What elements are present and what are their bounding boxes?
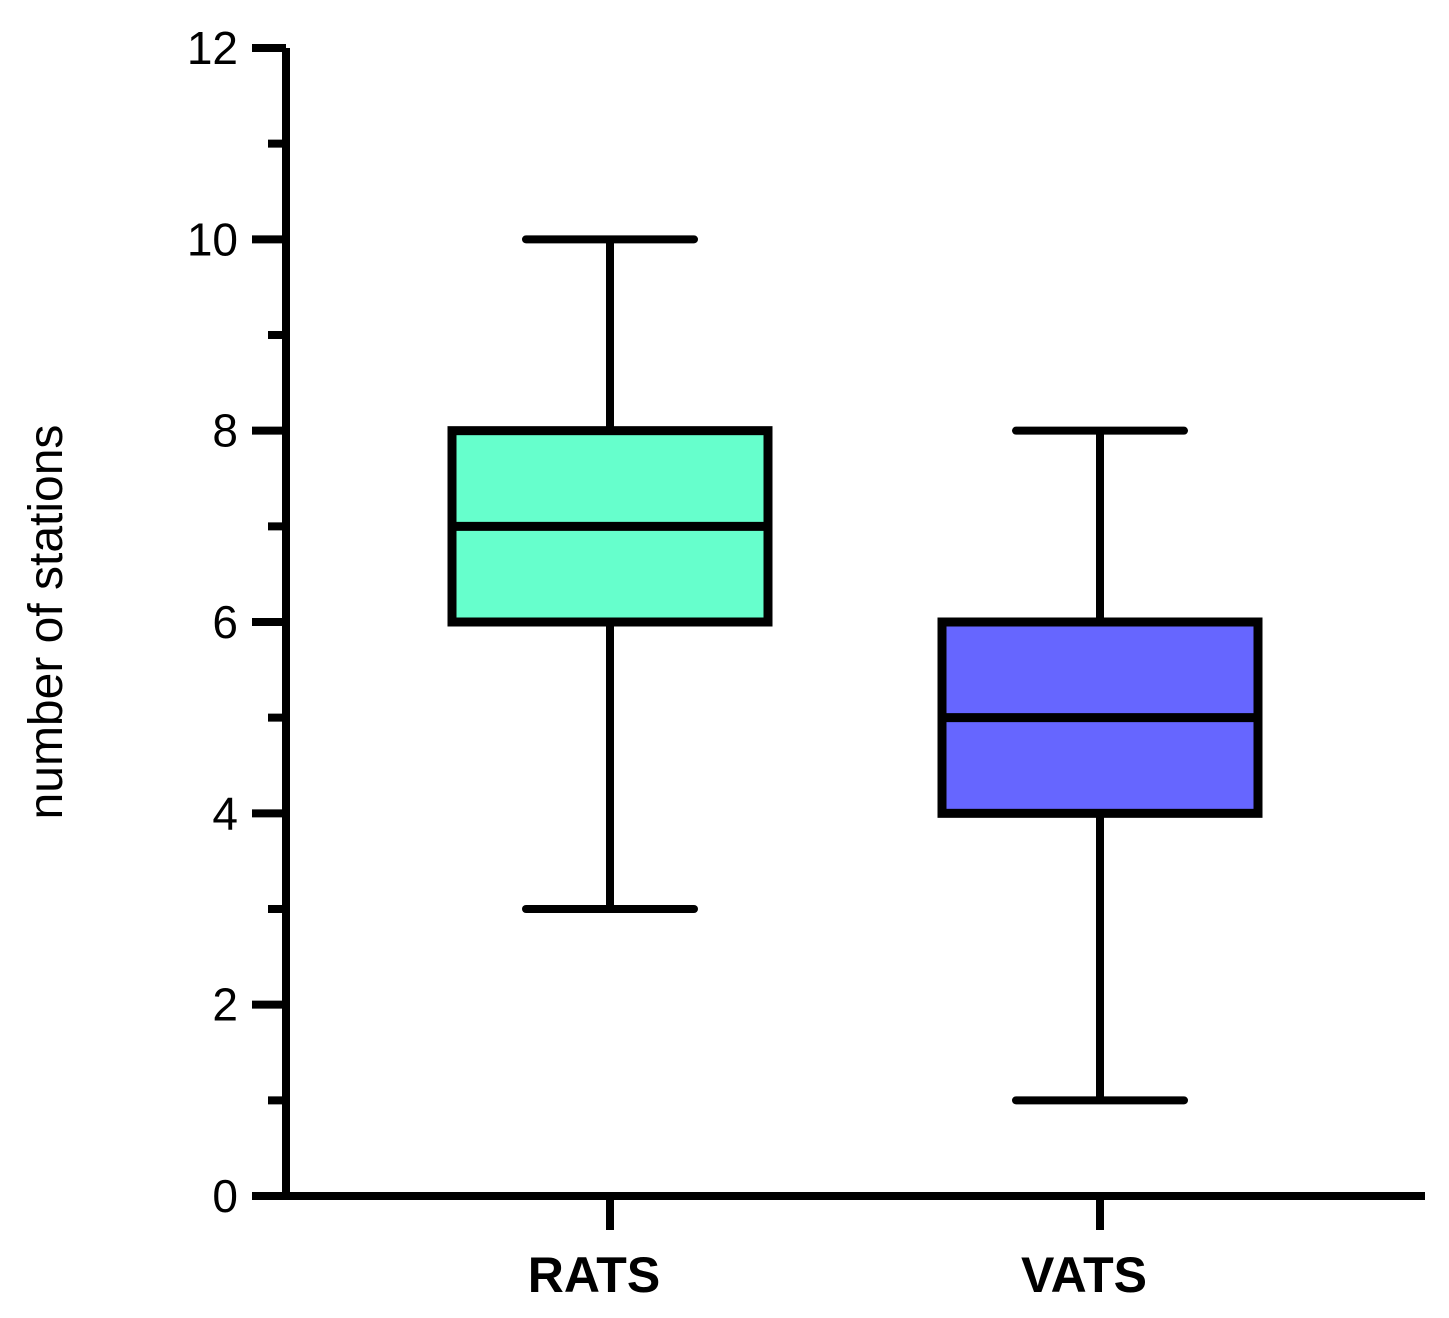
- x-axis: RATS VATS: [252, 1192, 1425, 1303]
- y-axis-title: number of stations: [20, 425, 73, 820]
- y-tick-label: 10: [187, 213, 238, 265]
- x-category-label: VATS: [1021, 1247, 1147, 1303]
- box-rats: [447, 235, 773, 913]
- y-tick-label: 0: [212, 1170, 238, 1222]
- y-axis: 0 2 4 6 8 10 12: [187, 22, 290, 1222]
- y-tick-label: 2: [212, 979, 238, 1031]
- x-category-label: RATS: [528, 1247, 660, 1303]
- y-tick-label: 6: [212, 596, 238, 648]
- y-tick-label: 4: [212, 787, 238, 839]
- y-tick-label: 12: [187, 22, 238, 74]
- box-series: [447, 235, 1263, 1105]
- y-tick-label: 8: [212, 405, 238, 457]
- box-vats: [937, 426, 1263, 1105]
